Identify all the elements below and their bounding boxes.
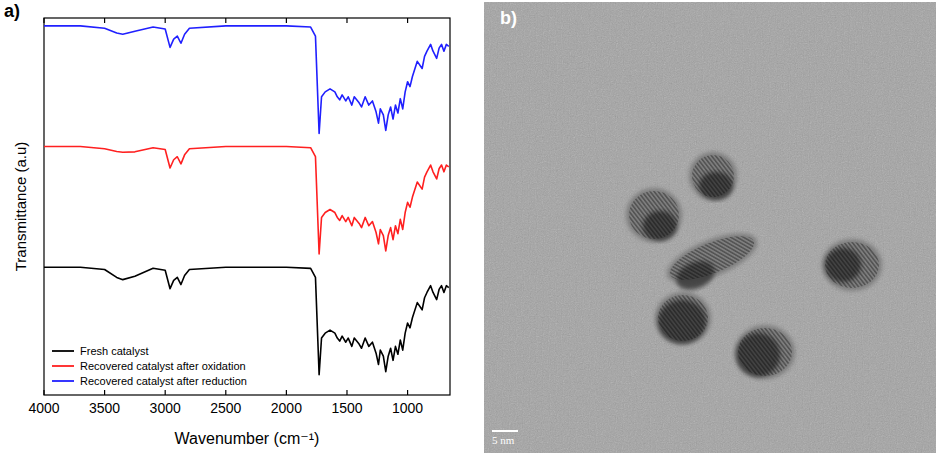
panel-label: a) <box>4 1 20 21</box>
tem-noise <box>484 2 936 453</box>
legend-label: Recovered catalyst after oxidation <box>80 360 246 372</box>
lattice-fringes <box>738 328 792 376</box>
panel-label: b) <box>500 8 517 28</box>
x-tick-label: 3000 <box>150 400 181 416</box>
x-tick-label: 2000 <box>271 400 302 416</box>
tem-image <box>484 2 936 453</box>
lattice-fringes <box>825 242 879 288</box>
figure: a) 4000 3500 3000 2500 2000 1500 1000 Wavenumber… <box>0 0 940 455</box>
lattice-fringes <box>629 191 679 239</box>
legend-swatch <box>52 350 74 352</box>
x-tick-label: 2500 <box>210 400 241 416</box>
particle-halo <box>655 292 711 344</box>
x-tick-top <box>104 18 105 23</box>
x-axis-title: Wavenumber (cm⁻¹) <box>175 430 320 447</box>
x-tick <box>286 390 287 395</box>
x-tick-top <box>346 18 347 23</box>
lattice-fringes <box>665 227 760 289</box>
legend-label: Fresh catalyst <box>80 345 148 357</box>
nanoparticle <box>655 292 711 344</box>
tem-background <box>484 2 936 453</box>
x-tick <box>43 390 44 395</box>
x-tick-label: 1500 <box>331 400 362 416</box>
lattice-fringes <box>692 155 734 197</box>
legend-label: Recovered catalyst after reduction <box>80 375 247 387</box>
x-tick <box>346 390 347 395</box>
nanoparticle <box>661 223 765 297</box>
spectrum-line <box>44 267 449 374</box>
x-tick-top <box>286 18 287 23</box>
x-tick-top <box>165 18 166 23</box>
x-tick-label: 1000 <box>392 400 423 416</box>
legend: Fresh catalyst Recovered catalyst after o… <box>52 345 247 387</box>
particle-halo <box>822 239 882 291</box>
series-group <box>44 26 449 375</box>
x-tick-top <box>407 18 408 23</box>
x-tick <box>165 390 166 395</box>
scale-bar <box>492 430 518 432</box>
scale-bar-label: 5 nm <box>492 434 515 446</box>
x-tick <box>104 390 105 395</box>
x-tick <box>407 390 408 395</box>
particle-halo <box>689 152 737 200</box>
spectrum-line <box>44 147 449 254</box>
legend-swatch <box>52 380 74 382</box>
lattice-fringes <box>658 295 708 341</box>
nanoparticle <box>735 325 795 379</box>
spectrum-line <box>44 26 449 133</box>
x-tick-label: 3500 <box>89 400 120 416</box>
x-tick <box>225 390 226 395</box>
x-tick-top <box>43 18 44 23</box>
legend-swatch <box>52 365 74 367</box>
nanoparticle <box>822 239 882 291</box>
particle-halo <box>735 325 795 379</box>
particle-halo <box>661 223 763 292</box>
y-axis-title: Transmittance (a.u) <box>12 142 29 272</box>
x-tick-top <box>225 18 226 23</box>
plot-frame <box>44 18 450 395</box>
nanoparticle <box>626 188 682 242</box>
x-tick-label: 4000 <box>28 400 59 416</box>
nanoparticle <box>689 152 737 200</box>
particle-halo <box>626 188 682 242</box>
